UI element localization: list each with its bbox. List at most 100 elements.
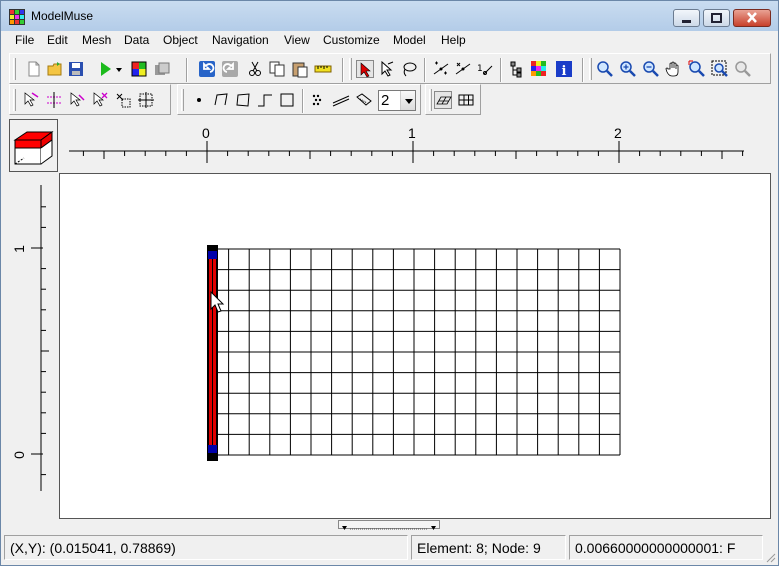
menu-file[interactable]: File <box>15 33 35 47</box>
view-splitter[interactable] <box>338 520 440 530</box>
line-object-icon[interactable] <box>212 91 230 109</box>
parallelogram-icon[interactable] <box>355 91 373 109</box>
ruler-label-y0: 0 <box>10 451 27 459</box>
new-file-icon[interactable] <box>25 60 43 78</box>
status-bar: (X,Y): (0.015041, 0.78869) Element: 8; N… <box>1 533 778 565</box>
copy-icon[interactable] <box>268 60 286 78</box>
menu-help[interactable]: Help <box>441 33 466 47</box>
save-icon[interactable] <box>67 60 85 78</box>
menu-bar: File Edit Mesh Data Object Navigation Vi… <box>1 31 778 51</box>
toolbar-separator <box>186 58 188 82</box>
polygon-object-icon[interactable] <box>234 91 252 109</box>
close-button[interactable] <box>733 9 771 27</box>
number-vertex-icon[interactable]: 1 <box>476 60 494 78</box>
zoom-in-icon[interactable] <box>619 60 637 78</box>
refine-mesh-icon[interactable] <box>114 91 132 109</box>
minimize-button[interactable] <box>673 9 700 27</box>
value-status: 0.00660000000000001: F <box>569 535 763 560</box>
grid-toolbar <box>425 84 481 115</box>
lasso-free-icon[interactable] <box>400 60 418 78</box>
paste-icon[interactable] <box>291 60 309 78</box>
boundary-node-bottom <box>208 445 217 453</box>
run-model-icon[interactable] <box>96 60 114 78</box>
svg-text:1: 1 <box>477 64 483 74</box>
vertex-count-value: 2 <box>381 92 390 109</box>
delete-vertex-icon[interactable] <box>454 60 472 78</box>
toolbar-grip[interactable] <box>589 58 592 80</box>
pan-hand-icon[interactable] <box>665 60 683 78</box>
toolbar-separator <box>500 58 502 82</box>
dotted-pattern-icon[interactable] <box>309 91 327 109</box>
menu-customize[interactable]: Customize <box>323 33 380 47</box>
mesh-view <box>207 245 621 461</box>
menu-view[interactable]: View <box>284 33 310 47</box>
move-node-icon[interactable] <box>68 91 86 109</box>
straight-line-icon[interactable] <box>256 91 274 109</box>
lasso-select-icon[interactable] <box>378 60 396 78</box>
grid-cell-icon[interactable] <box>457 91 475 109</box>
vertical-ruler: 1 0 <box>9 173 58 521</box>
menu-navigation[interactable]: Navigation <box>212 33 269 47</box>
mesh-pointer-icon[interactable] <box>22 91 40 109</box>
parallel-lines-icon[interactable] <box>332 91 350 109</box>
add-vertex-icon[interactable] <box>432 60 450 78</box>
toolbar-grip[interactable] <box>13 58 16 80</box>
open-folder-icon[interactable] <box>46 60 64 78</box>
menu-mesh[interactable]: Mesh <box>82 33 112 47</box>
toolbar-separator <box>424 58 426 82</box>
toolbar-separator <box>342 58 344 82</box>
model-canvas[interactable] <box>59 173 771 519</box>
splitter-grip-icon <box>342 526 436 530</box>
dropdown-arrow-icon[interactable] <box>114 60 124 78</box>
maximize-button[interactable] <box>703 9 730 27</box>
zoom-out-icon[interactable] <box>642 60 660 78</box>
redo-icon[interactable] <box>221 60 239 78</box>
zoom-window-icon[interactable] <box>711 60 729 78</box>
toolbar-separator <box>302 89 304 113</box>
svg-text:i: i <box>562 64 567 78</box>
close-icon <box>747 12 757 23</box>
toolbar-grip[interactable] <box>349 58 352 80</box>
zoom-extent-icon[interactable] <box>688 60 706 78</box>
app-logo-icon <box>9 9 25 25</box>
menu-model[interactable]: Model <box>393 33 426 47</box>
object-toolbar: 2 <box>177 84 421 115</box>
boundary-cap-bottom <box>208 453 217 459</box>
hierarchy-icon[interactable] <box>508 60 526 78</box>
color-grid-icon[interactable] <box>530 60 548 78</box>
undo-icon[interactable] <box>198 60 216 78</box>
3d-view-button[interactable] <box>9 119 58 172</box>
resize-grip-icon[interactable] <box>764 551 776 563</box>
toolbar-grip[interactable] <box>429 89 432 111</box>
horizontal-ruler-ticks <box>69 141 744 163</box>
menu-edit[interactable]: Edit <box>47 33 68 47</box>
vertex-count-spinbox[interactable]: 2 <box>378 90 416 111</box>
3d-cube-icon <box>13 131 54 165</box>
shear-grid-icon[interactable] <box>434 91 452 109</box>
minimize-icon <box>682 20 691 23</box>
cut-icon[interactable] <box>246 60 264 78</box>
chevron-down-icon[interactable] <box>400 91 415 110</box>
point-object-icon[interactable] <box>190 91 208 109</box>
mesh-grid-icon[interactable] <box>137 91 155 109</box>
split-element-icon[interactable] <box>45 91 63 109</box>
zoom-icon[interactable] <box>596 60 614 78</box>
ruler-measure-icon[interactable] <box>314 60 332 78</box>
restore-icon <box>711 13 722 23</box>
delete-node-icon[interactable] <box>91 91 109 109</box>
images-icon[interactable] <box>153 60 171 78</box>
toolbar-grip[interactable] <box>13 89 16 111</box>
main-toolbar: 1 i <box>9 53 771 84</box>
select-arrow-icon[interactable] <box>356 60 374 78</box>
toolbar-grip[interactable] <box>181 89 184 111</box>
info-icon[interactable]: i <box>555 60 573 78</box>
menu-object[interactable]: Object <box>163 33 198 47</box>
rectangle-icon[interactable] <box>278 91 296 109</box>
title-bar: ModelMuse <box>1 1 778 31</box>
mouse-cursor-icon <box>210 290 225 313</box>
restore-default-icon[interactable] <box>734 60 752 78</box>
colors-icon[interactable] <box>130 60 148 78</box>
menu-data[interactable]: Data <box>124 33 150 47</box>
ruler-label-x2: 2 <box>614 125 622 141</box>
